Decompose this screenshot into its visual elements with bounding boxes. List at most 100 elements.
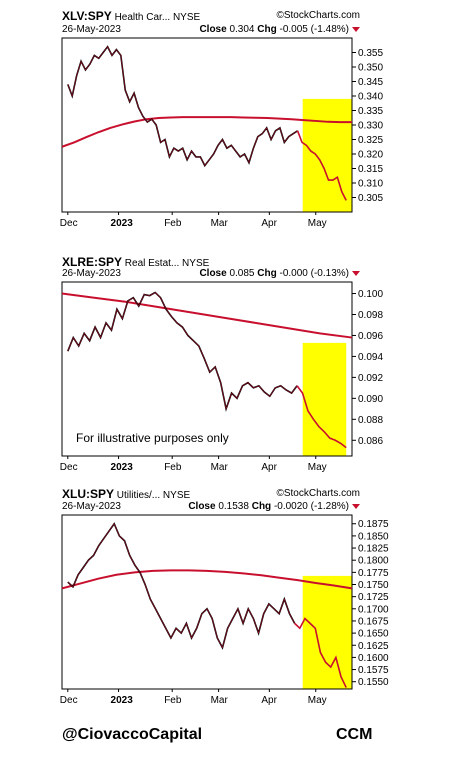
moving-average-line	[61, 116, 352, 148]
chart-date: 26-May-2023	[62, 501, 121, 512]
y-tick-label: 0.1650	[358, 629, 389, 640]
y-tick-label: 0.100	[358, 289, 383, 300]
y-tick-label: 0.098	[358, 310, 383, 321]
chart-header: XLV:SPY Health Car... NYSE ©StockCharts.…	[62, 10, 360, 24]
x-tick-label: Feb	[164, 695, 182, 706]
chart-xlre-spy: 0.086 0.088 0.090 0.092 0.094 0.096 0.098 0.100…	[60, 281, 383, 473]
y-tick-label: 0.1775	[358, 568, 389, 579]
y-tick-label: 0.1875	[358, 519, 389, 530]
y-tick-label: 0.350	[358, 63, 383, 74]
y-tick-label: 0.1550	[358, 677, 389, 688]
chart-header: XLRE:SPY Real Estat... NYSE	[62, 256, 360, 270]
y-tick-label: 0.092	[358, 373, 383, 384]
chart-date: 26-May-2023	[62, 268, 121, 279]
chart-date: 26-May-2023	[62, 24, 121, 35]
footer-initials: CCM	[336, 726, 373, 743]
x-tick-label: Mar	[211, 462, 229, 473]
chart-symbol: XLV:SPY	[62, 9, 112, 23]
y-tick-label: 0.1800	[358, 556, 389, 567]
y-tick-label: 0.096	[358, 331, 383, 342]
ratio-line-recent	[296, 130, 347, 201]
y-tick-label: 0.1700	[358, 604, 389, 615]
x-tick-label: May	[308, 462, 327, 473]
x-tick-label: May	[308, 695, 327, 706]
footer-brand: @CiovaccoCapital	[62, 726, 203, 743]
x-tick-label: Dec	[60, 462, 78, 473]
x-tick-label: Dec	[60, 218, 78, 229]
chart-close-change: Close 0.1538 Chg -0.0020 (-1.28%)	[188, 501, 360, 513]
moving-average-line	[61, 569, 353, 590]
y-tick-label: 0.310	[358, 179, 383, 190]
chart-exchange: NYSE	[162, 490, 191, 501]
y-tick-label: 0.355	[358, 48, 383, 59]
y-tick-label: 0.345	[358, 77, 383, 88]
highlight-region	[302, 575, 352, 689]
moving-average-line	[61, 292, 353, 339]
chart-annotation: For illustrative purposes only	[76, 431, 229, 445]
chart-exchange: NYSE	[182, 258, 210, 269]
y-tick-label: 0.1725	[358, 592, 389, 603]
y-tick-label: 0.325	[358, 135, 383, 146]
chart-subheader: 26-May-2023 Close 0.1538 Chg -0.0020 (-1…	[62, 501, 360, 513]
x-tick-label: 2023	[111, 218, 134, 229]
dropdown-triangle-icon[interactable]	[352, 503, 360, 509]
ratio-line	[67, 522, 296, 650]
y-tick-label: 0.315	[358, 164, 383, 175]
x-tick-label: Mar	[211, 218, 229, 229]
chart-xlv-spy: 0.305 0.310 0.315 0.320 0.325 0.330 0.335 0.340…	[60, 37, 383, 229]
y-tick-label: 0.340	[358, 92, 383, 103]
y-tick-label: 0.094	[358, 352, 383, 363]
x-tick-label: Apr	[261, 462, 277, 473]
y-tick-label: 0.1600	[358, 653, 389, 664]
ratio-line-recent	[294, 617, 347, 688]
chart-exchange: NYSE	[172, 12, 201, 23]
ratio-line	[67, 291, 298, 412]
chart-subheader: 26-May-2023 Close 0.085 Chg -0.000 (-0.1…	[62, 268, 360, 280]
y-tick-label: 0.1675	[358, 616, 389, 627]
chart-subheader: 26-May-2023 Close 0.304 Chg -0.005 (-1.4…	[62, 24, 360, 36]
highlight-region	[302, 98, 352, 212]
y-tick-label: 0.086	[358, 436, 383, 447]
y-tick-label: 0.320	[358, 150, 383, 161]
ratio-line	[67, 45, 299, 168]
x-tick-label: 2023	[111, 695, 134, 706]
stockcharts-logo: ©StockCharts.com	[276, 10, 360, 21]
ratio-line-overlay	[67, 523, 295, 649]
y-tick-label: 0.1575	[358, 665, 389, 676]
chart-name: Real Estat...	[124, 258, 180, 269]
chart-close-change: Close 0.304 Chg -0.005 (-1.48%)	[199, 24, 360, 36]
plot-frame	[61, 281, 353, 457]
stockcharts-logo: ©StockCharts.com	[276, 488, 360, 499]
y-tick-label: 0.1825	[358, 544, 389, 555]
x-tick-label: May	[308, 218, 327, 229]
dropdown-triangle-icon[interactable]	[352, 26, 360, 32]
x-tick-label: Apr	[261, 695, 277, 706]
y-tick-label: 0.090	[358, 394, 383, 405]
x-tick-label: 2023	[111, 462, 134, 473]
y-tick-label: 0.330	[358, 121, 383, 132]
y-tick-label: 0.088	[358, 415, 383, 426]
y-tick-label: 0.1625	[358, 641, 389, 652]
chart-xlu-spy: 0.15500.15750.16000.16250.16500.16750.17…	[60, 514, 389, 706]
y-tick-label: 0.335	[358, 106, 383, 117]
x-tick-label: Feb	[164, 462, 182, 473]
dropdown-triangle-icon[interactable]	[352, 270, 360, 276]
chart-symbol: XLRE:SPY	[62, 255, 123, 269]
y-tick-label: 0.1850	[358, 531, 389, 542]
x-tick-label: Apr	[261, 218, 277, 229]
highlight-region	[302, 342, 347, 456]
y-tick-label: 0.1750	[358, 580, 389, 591]
ratio-line-overlay	[67, 292, 298, 410]
y-tick-label: 0.305	[358, 193, 383, 204]
ratio-line-overlay	[67, 46, 298, 167]
chart-symbol: XLU:SPY	[62, 487, 115, 501]
chart-header: XLU:SPY Utilities/... NYSE ©StockCharts.…	[62, 488, 360, 502]
chart-name: Utilities/...	[116, 490, 161, 501]
plot-frame	[61, 514, 353, 690]
ratio-line-recent	[296, 385, 347, 449]
x-tick-label: Dec	[60, 695, 78, 706]
x-tick-label: Mar	[211, 695, 229, 706]
chart-name: Health Car...	[114, 12, 171, 23]
chart-close-change: Close 0.085 Chg -0.000 (-0.13%)	[199, 268, 360, 280]
x-tick-label: Feb	[164, 218, 182, 229]
